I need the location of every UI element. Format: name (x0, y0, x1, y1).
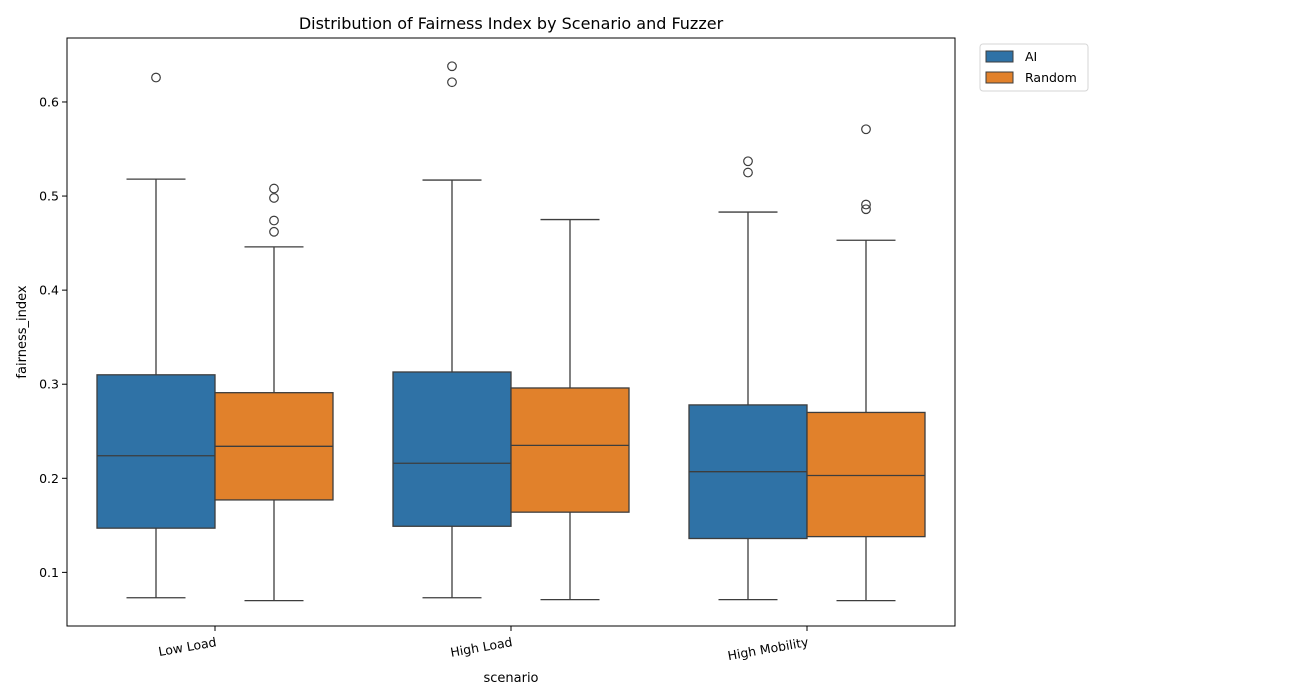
y-tick-label: 0.4 (39, 283, 59, 298)
outlier-point (151, 72, 161, 83)
x-axis-label: scenario (483, 671, 538, 686)
outlier-point (447, 61, 457, 72)
box-iqr (392, 371, 512, 527)
legend-label-random: Random (1025, 70, 1077, 85)
legend-swatch-random (985, 71, 1014, 84)
outlier-point (269, 183, 279, 194)
y-tick-label: 0.5 (39, 189, 59, 204)
outlier-point (861, 199, 871, 210)
x-tick-label: Low Load (157, 634, 217, 659)
outlier-point (743, 156, 753, 167)
legend-label-ai: AI (1025, 49, 1037, 64)
chart-title: Distribution of Fairness Index by Scenar… (299, 14, 724, 33)
box-ai-0 (96, 72, 216, 599)
box-random-0 (214, 183, 334, 602)
legend-swatch-ai (985, 50, 1014, 63)
y-tick-label: 0.3 (39, 377, 59, 392)
box-random-1 (510, 218, 630, 601)
box-iqr (96, 374, 216, 529)
box-ai-2 (688, 156, 808, 601)
plot-area: 0.1 0.2 0.3 0.4 0.5 0.6 Low Load High Load High … (39, 37, 956, 663)
outlier-point (269, 215, 279, 226)
box-random-2 (806, 124, 926, 602)
y-axis-label: fairness_index (15, 285, 30, 378)
outlier-point (269, 226, 279, 237)
outlier-point (861, 204, 871, 215)
legend: AI Random (979, 43, 1089, 92)
box-ai-1 (392, 61, 512, 599)
x-tick-label: High Mobility (726, 634, 810, 663)
outlier-point (861, 124, 871, 135)
box-iqr (806, 411, 926, 538)
plot-frame (66, 37, 956, 627)
y-tick-label: 0.6 (39, 94, 59, 109)
box-iqr (510, 387, 630, 513)
outlier-point (743, 167, 753, 178)
outlier-point (447, 77, 457, 88)
x-tick-label: High Load (449, 634, 513, 660)
y-tick-label: 0.1 (39, 565, 59, 580)
outlier-point (269, 193, 279, 203)
y-tick-label: 0.2 (39, 471, 59, 486)
